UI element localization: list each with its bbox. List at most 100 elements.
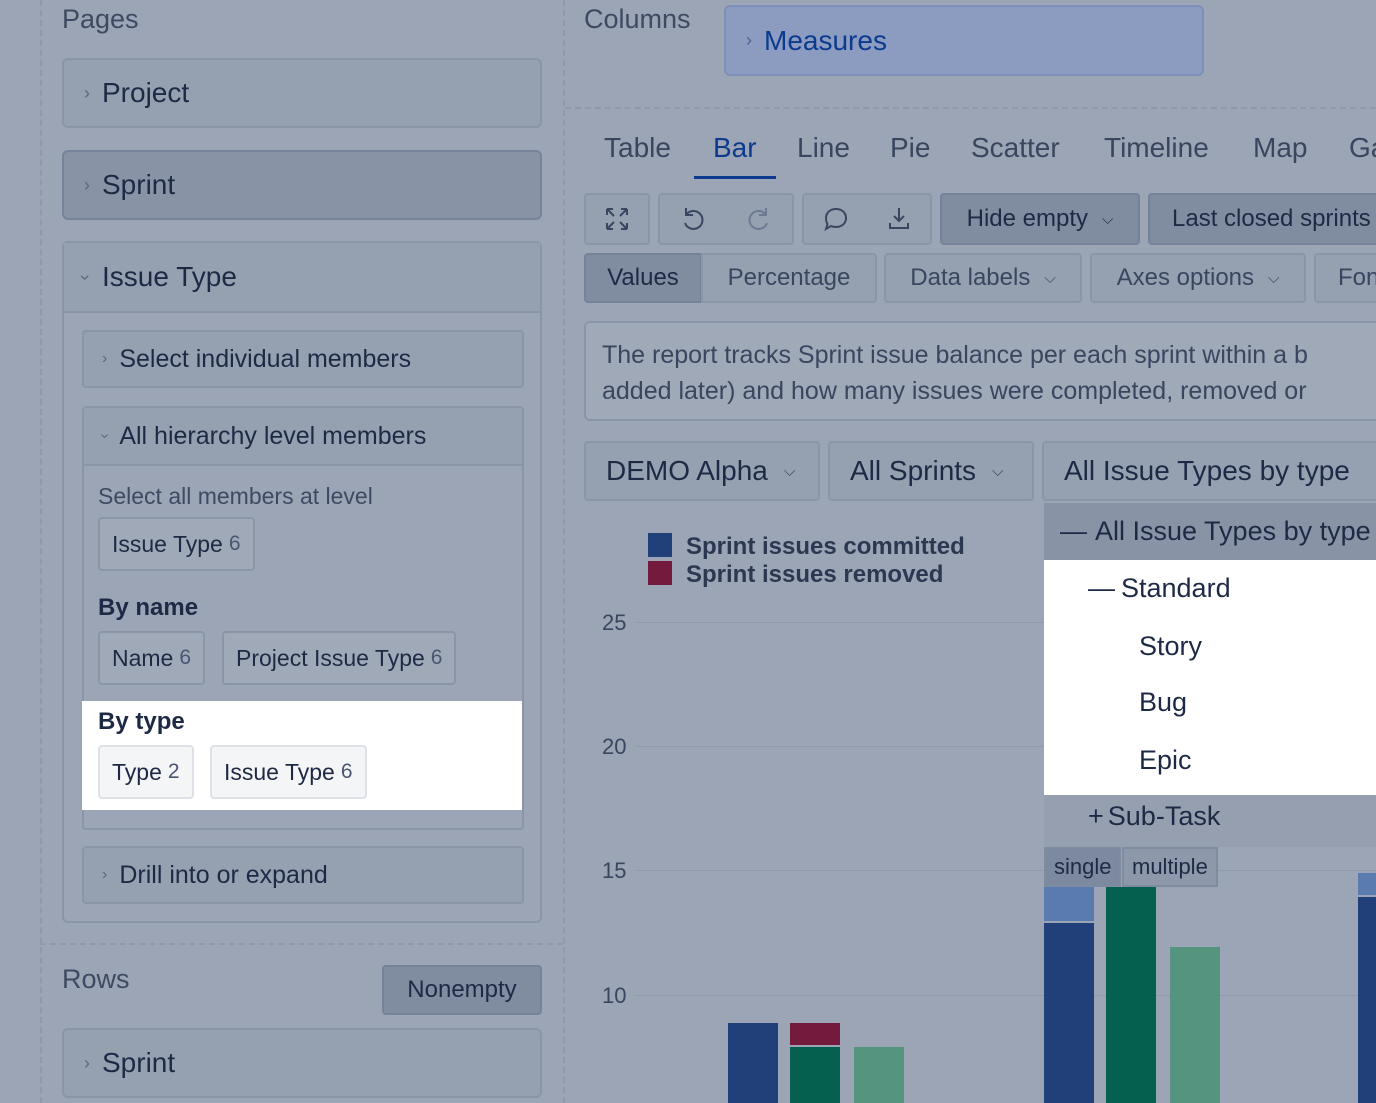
download-icon[interactable] — [885, 205, 913, 233]
chevron-down-icon: ⌵ — [992, 462, 1004, 480]
project-filter[interactable]: DEMO Alpha ⌵ — [584, 441, 820, 501]
legend-swatch-committed — [648, 533, 672, 557]
dropdown-footer: + Sub-Task — [1044, 795, 1376, 847]
bar-removed[interactable] — [790, 1023, 840, 1045]
rows-title: Rows — [62, 964, 130, 994]
bar-committed[interactable] — [1044, 923, 1094, 1103]
axes-options-label: Axes options — [1116, 264, 1255, 291]
font-button[interactable]: Font — [1314, 253, 1376, 303]
tab-timeline[interactable]: Timeline — [1104, 132, 1209, 163]
measures-pane[interactable]: › Measures — [724, 5, 1204, 76]
issue-type-header[interactable]: › Issue Type — [64, 243, 540, 313]
chevron-right-icon: › — [84, 1052, 90, 1073]
rows-sprint-pane[interactable]: › Sprint — [62, 1028, 542, 1098]
columns-divider — [565, 107, 1376, 109]
chevron-down-icon: ⌵ — [783, 462, 796, 480]
issue-type-label: Issue Type — [102, 261, 237, 292]
bar-committed[interactable] — [1358, 897, 1376, 1103]
gridline-25 — [636, 622, 1376, 623]
bar-committed-added[interactable] — [1044, 887, 1094, 921]
chip-count: 6 — [228, 532, 241, 555]
pages-sprint-pane[interactable]: › Sprint — [62, 150, 542, 220]
by-type-chip-type[interactable]: Type 2 — [98, 745, 194, 799]
dropdown-item-subtask[interactable]: + Sub-Task — [1088, 801, 1220, 832]
description-line-2: added later) and how many issues were co… — [602, 377, 1307, 405]
level-chip-issue-type[interactable]: Issue Type 6 — [98, 517, 255, 571]
by-name-chip-name[interactable]: Name 6 — [98, 631, 206, 685]
tab-table[interactable]: Table — [604, 132, 671, 163]
undo-icon[interactable] — [679, 205, 707, 233]
rows-divider — [40, 943, 563, 945]
tab-gantt[interactable]: Ga — [1349, 132, 1376, 163]
nonempty-button[interactable]: Nonempty — [382, 965, 542, 1015]
issue-type-filter[interactable]: All Issue Types by type — [1042, 441, 1376, 501]
y-tick-25: 25 — [602, 610, 627, 635]
values-label: Values — [607, 264, 679, 291]
chevron-right-icon: › — [102, 350, 108, 367]
by-type-chip-issue-type[interactable]: Issue Type 6 — [210, 745, 367, 799]
dropdown-item-story[interactable]: Story — [1139, 631, 1203, 661]
chip-count: 6 — [340, 760, 353, 783]
y-tick-20: 20 — [602, 734, 627, 759]
font-label: Font — [1338, 264, 1376, 291]
pages-project-pane[interactable]: › Project — [62, 58, 542, 128]
pages-title: Pages — [62, 4, 139, 34]
bar-completed-light[interactable] — [1170, 947, 1220, 1103]
hide-empty-button[interactable]: Hide empty ⌵ — [940, 193, 1140, 245]
bar-completed[interactable] — [1106, 887, 1156, 1103]
legend-removed: Sprint issues removed — [686, 561, 944, 588]
drill-into-expand[interactable]: › Drill into or expand — [82, 846, 524, 904]
expand-plus-icon: + — [1088, 801, 1104, 831]
legend-committed: Sprint issues committed — [686, 533, 965, 560]
dropdown-item-epic[interactable]: Epic — [1139, 745, 1192, 775]
by-name-chip-project-issue-type[interactable]: Project Issue Type 6 — [222, 631, 457, 685]
select-individual-members[interactable]: › Select individual members — [82, 330, 524, 388]
chevron-down-icon: › — [75, 274, 96, 280]
chevron-right-icon: › — [102, 866, 108, 883]
values-toggle[interactable]: Values — [584, 253, 702, 303]
dropdown-header[interactable]: — All Issue Types by type — [1044, 503, 1376, 560]
bar-completed-light[interactable] — [854, 1047, 904, 1103]
by-name-label: By name — [98, 594, 199, 621]
description-line-1: The report tracks Sprint issue balance p… — [602, 341, 1308, 369]
data-labels-button[interactable]: Data labels ⌵ — [884, 253, 1082, 303]
bar-committed[interactable] — [728, 1023, 778, 1103]
chevron-down-icon: ⌵ — [1102, 210, 1114, 228]
report-description: The report tracks Sprint issue balance p… — [584, 321, 1376, 421]
last-closed-sprints-button[interactable]: Last closed sprints — [1148, 193, 1376, 245]
chip-label: Project Issue Type — [236, 644, 425, 671]
all-hierarchy-header[interactable]: › All hierarchy level members — [84, 408, 522, 466]
comment-export-group — [802, 193, 932, 245]
tab-scatter[interactable]: Scatter — [971, 132, 1060, 163]
chip-count: 6 — [179, 646, 192, 669]
measures-label: Measures — [764, 24, 887, 56]
tab-map[interactable]: Map — [1253, 132, 1308, 163]
mode-single-button[interactable]: single — [1044, 847, 1122, 887]
tab-bar[interactable]: Bar — [713, 132, 757, 163]
bar-committed-added[interactable] — [1358, 873, 1376, 895]
chip-count: 6 — [430, 646, 443, 669]
pages-project-label: Project — [102, 77, 190, 108]
bar-completed[interactable] — [790, 1047, 840, 1103]
sprint-filter[interactable]: All Sprints ⌵ — [828, 441, 1034, 501]
project-filter-label: DEMO Alpha — [606, 455, 768, 486]
gridline-20 — [636, 746, 1376, 747]
tab-line[interactable]: Line — [797, 132, 850, 163]
comment-icon[interactable] — [822, 205, 850, 233]
sprint-filter-label: All Sprints — [850, 455, 977, 486]
percentage-toggle[interactable]: Percentage — [701, 253, 877, 303]
collapse-icon: — — [1088, 573, 1115, 603]
mode-multiple-button[interactable]: multiple — [1122, 847, 1218, 887]
redo-icon[interactable] — [745, 205, 773, 233]
collapse-icon: — — [1060, 516, 1087, 546]
dropdown-item-bug[interactable]: Bug — [1139, 687, 1188, 717]
pages-sprint-label: Sprint — [102, 169, 176, 200]
dropdown-item-standard[interactable]: — Standard — [1088, 573, 1231, 604]
chevron-down-icon: › — [96, 433, 114, 439]
fullscreen-button[interactable] — [584, 193, 650, 245]
axes-options-button[interactable]: Axes options ⌵ — [1090, 253, 1306, 303]
left-panel-divider — [563, 0, 565, 1103]
by-type-label: By type — [98, 708, 185, 735]
gridline-15 — [636, 870, 1376, 871]
tab-pie[interactable]: Pie — [890, 132, 931, 163]
